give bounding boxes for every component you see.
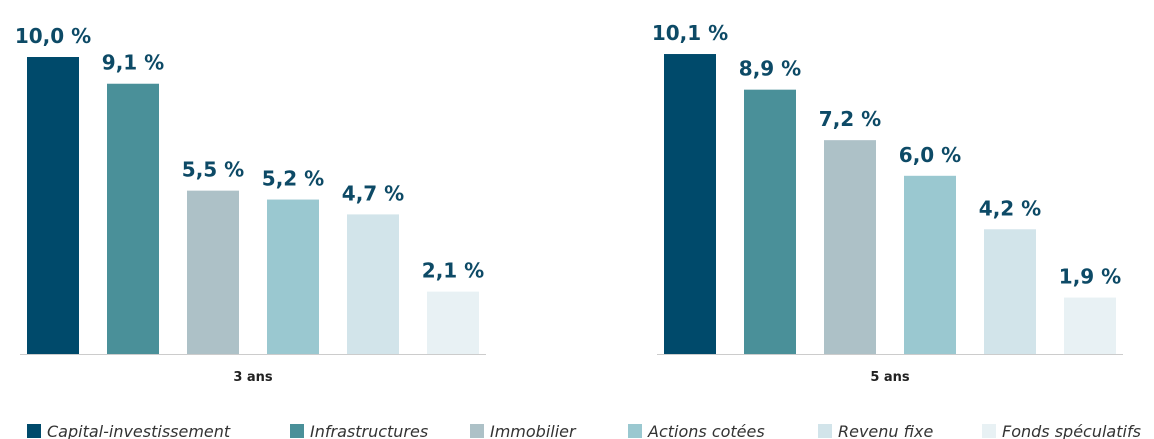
legend-swatch (628, 424, 642, 438)
bar (744, 89, 796, 355)
value-label: 5,5 % (182, 158, 244, 182)
legend-swatch (290, 424, 304, 438)
legend-label: Capital-investissement (47, 422, 231, 439)
legend-label: Actions cotées (647, 422, 765, 439)
legend-label: Revenu fixe (838, 422, 933, 439)
legend-swatch (27, 424, 41, 438)
bar (347, 214, 399, 354)
value-label: 10,1 % (652, 21, 728, 45)
bar (1064, 297, 1116, 354)
bar (267, 199, 319, 354)
value-label: 10,0 % (15, 24, 91, 48)
legend-label: Infrastructures (310, 422, 428, 439)
value-label: 4,2 % (979, 196, 1041, 220)
bar (107, 83, 159, 354)
value-label: 9,1 % (102, 51, 164, 75)
bar (664, 54, 716, 354)
value-label: 8,9 % (739, 57, 801, 81)
legend-label: Fonds spéculatifs (1002, 422, 1141, 439)
value-label: 2,1 % (422, 259, 484, 283)
value-label: 5,2 % (262, 167, 324, 191)
value-label: 6,0 % (899, 143, 961, 167)
x-axis-label: 3 ans (233, 370, 273, 385)
legend-swatch (470, 424, 484, 438)
bar (187, 190, 239, 354)
legend-swatch (818, 424, 832, 438)
bar (904, 175, 956, 354)
x-axis-label: 5 ans (870, 370, 910, 385)
legend-label: Immobilier (490, 422, 577, 439)
value-label: 4,7 % (342, 181, 404, 205)
value-label: 7,2 % (819, 107, 881, 131)
value-label: 1,9 % (1059, 265, 1121, 289)
legend-swatch (982, 424, 996, 438)
bar (984, 229, 1036, 354)
bar (824, 140, 876, 354)
bar (427, 291, 479, 354)
bar (27, 57, 79, 354)
